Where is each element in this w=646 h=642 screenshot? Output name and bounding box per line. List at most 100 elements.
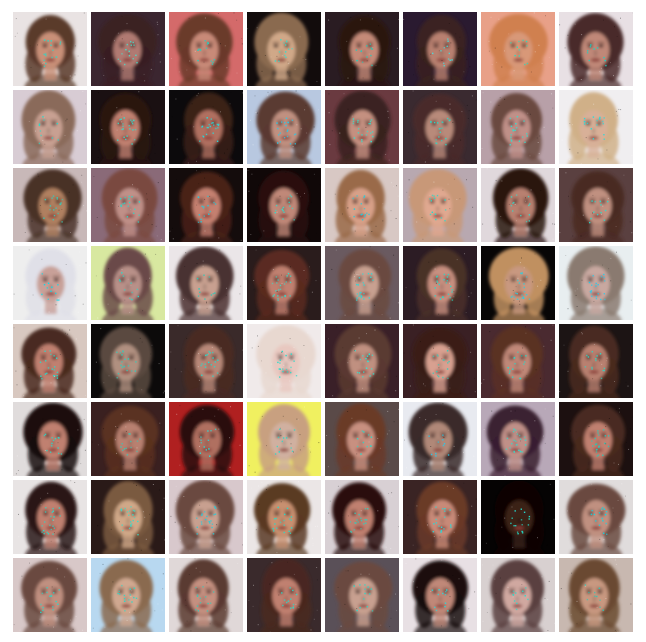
generated-face-image <box>325 324 399 398</box>
generated-face-image <box>403 324 477 398</box>
sample-tile-r5-c6 <box>403 324 477 398</box>
sample-tile-r5-c5 <box>325 324 399 398</box>
sample-tile-r4-c4 <box>247 246 321 320</box>
generated-face-image <box>559 246 633 320</box>
sample-tile-r2-c3 <box>169 90 243 164</box>
generated-face-image <box>481 168 555 242</box>
generated-face-image <box>169 246 243 320</box>
generated-face-image <box>91 90 165 164</box>
generated-face-image <box>325 168 399 242</box>
generated-face-image <box>481 402 555 476</box>
sample-tile-r8-c1 <box>13 558 87 632</box>
generated-face-image <box>13 558 87 632</box>
sample-tile-r2-c5 <box>325 90 399 164</box>
sample-tile-r7-c5 <box>325 480 399 554</box>
generated-face-image <box>247 480 321 554</box>
sample-tile-r7-c2 <box>91 480 165 554</box>
sample-tile-r4-c1 <box>13 246 87 320</box>
generated-face-image <box>481 324 555 398</box>
sample-tile-r3-c1 <box>13 168 87 242</box>
sample-tile-r4-c2 <box>91 246 165 320</box>
generated-face-image <box>247 402 321 476</box>
sample-tile-r2-c4 <box>247 90 321 164</box>
sample-tile-r8-c3 <box>169 558 243 632</box>
generated-face-image <box>403 480 477 554</box>
sample-tile-r1-c1 <box>13 12 87 86</box>
generated-face-image <box>481 12 555 86</box>
sample-tile-r5-c8 <box>559 324 633 398</box>
sample-tile-r1-c6 <box>403 12 477 86</box>
generated-face-image <box>559 90 633 164</box>
sample-tile-r8-c7 <box>481 558 555 632</box>
generated-face-image <box>169 168 243 242</box>
generated-face-image <box>91 402 165 476</box>
generated-face-image <box>91 168 165 242</box>
generated-face-image <box>13 402 87 476</box>
generated-face-image <box>559 558 633 632</box>
sample-tile-r1-c5 <box>325 12 399 86</box>
generated-face-image <box>325 402 399 476</box>
sample-tile-r4-c5 <box>325 246 399 320</box>
generated-face-image <box>559 12 633 86</box>
generated-face-image <box>247 324 321 398</box>
generated-face-image <box>91 246 165 320</box>
generated-face-image <box>91 480 165 554</box>
sample-tile-r2-c1 <box>13 90 87 164</box>
sample-tile-r1-c2 <box>91 12 165 86</box>
generated-face-image <box>169 480 243 554</box>
generated-face-image <box>13 168 87 242</box>
generated-face-image <box>169 324 243 398</box>
generated-face-image <box>403 402 477 476</box>
sample-tile-r3-c4 <box>247 168 321 242</box>
sample-tile-r6-c6 <box>403 402 477 476</box>
sample-tile-r5-c4 <box>247 324 321 398</box>
sample-tile-r7-c3 <box>169 480 243 554</box>
generated-face-image <box>13 324 87 398</box>
generated-face-image <box>169 558 243 632</box>
sample-tile-r8-c4 <box>247 558 321 632</box>
sample-tile-r2-c6 <box>403 90 477 164</box>
sample-tile-r7-c6 <box>403 480 477 554</box>
sample-tile-r7-c7 <box>481 480 555 554</box>
sample-tile-r8-c6 <box>403 558 477 632</box>
sample-tile-r2-c2 <box>91 90 165 164</box>
generated-face-image <box>13 480 87 554</box>
sample-tile-r4-c3 <box>169 246 243 320</box>
sample-tile-r3-c6 <box>403 168 477 242</box>
generated-face-image <box>169 402 243 476</box>
sample-tile-r5-c2 <box>91 324 165 398</box>
sample-tile-r1-c3 <box>169 12 243 86</box>
generated-face-image <box>247 90 321 164</box>
sample-tile-r1-c4 <box>247 12 321 86</box>
sample-tile-r6-c1 <box>13 402 87 476</box>
sample-tile-r3-c7 <box>481 168 555 242</box>
generated-face-image <box>247 12 321 86</box>
generated-face-image <box>13 90 87 164</box>
generated-face-image <box>169 12 243 86</box>
sample-tile-r4-c6 <box>403 246 477 320</box>
generated-face-image <box>403 558 477 632</box>
generated-face-image <box>481 246 555 320</box>
sample-tile-r1-c8 <box>559 12 633 86</box>
sample-image-grid <box>13 12 634 632</box>
generated-face-image <box>481 480 555 554</box>
sample-tile-r6-c3 <box>169 402 243 476</box>
sample-tile-r4-c7 <box>481 246 555 320</box>
sample-tile-r8-c5 <box>325 558 399 632</box>
generated-face-image <box>247 168 321 242</box>
sample-tile-r8-c8 <box>559 558 633 632</box>
sample-tile-r5-c7 <box>481 324 555 398</box>
sample-tile-r1-c7 <box>481 12 555 86</box>
generated-face-image <box>559 324 633 398</box>
generated-face-image <box>169 90 243 164</box>
generated-face-image <box>325 90 399 164</box>
generated-face-image <box>91 324 165 398</box>
sample-tile-r5-c1 <box>13 324 87 398</box>
generated-face-image <box>403 90 477 164</box>
sample-tile-r2-c8 <box>559 90 633 164</box>
sample-tile-r6-c2 <box>91 402 165 476</box>
generated-face-image <box>91 558 165 632</box>
generated-face-image <box>325 558 399 632</box>
sample-tile-r7-c1 <box>13 480 87 554</box>
sample-tile-r6-c8 <box>559 402 633 476</box>
